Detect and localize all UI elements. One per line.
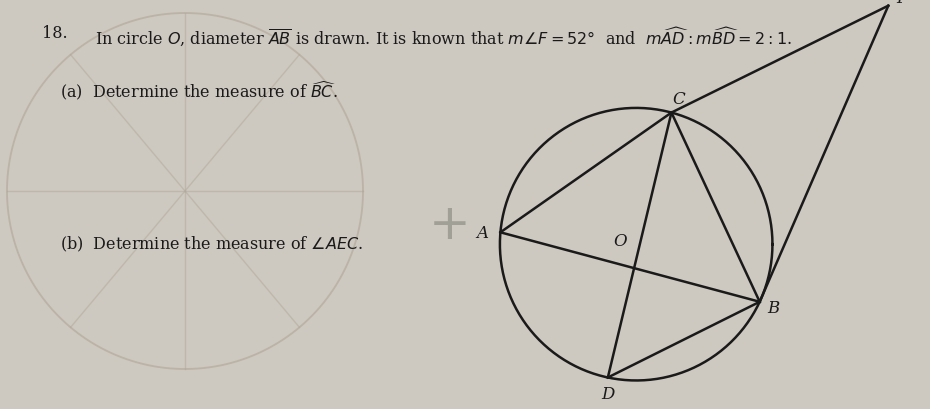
Text: D: D — [601, 385, 615, 402]
Text: B: B — [767, 299, 779, 316]
Text: A: A — [477, 224, 488, 241]
Text: C: C — [671, 91, 684, 108]
Text: 18.: 18. — [42, 25, 68, 42]
Text: In circle $O$, diameter $\overline{AB}$ is drawn. It is known that $m\angle F = : In circle $O$, diameter $\overline{AB}$ … — [95, 25, 792, 48]
Text: (b)  Determine the measure of $\angle AEC$.: (b) Determine the measure of $\angle AEC… — [60, 234, 363, 254]
Text: O: O — [613, 232, 627, 249]
Text: +: + — [429, 200, 471, 248]
Text: F: F — [897, 0, 908, 7]
Text: (a)  Determine the measure of $\widehat{BC}$.: (a) Determine the measure of $\widehat{B… — [60, 80, 338, 103]
